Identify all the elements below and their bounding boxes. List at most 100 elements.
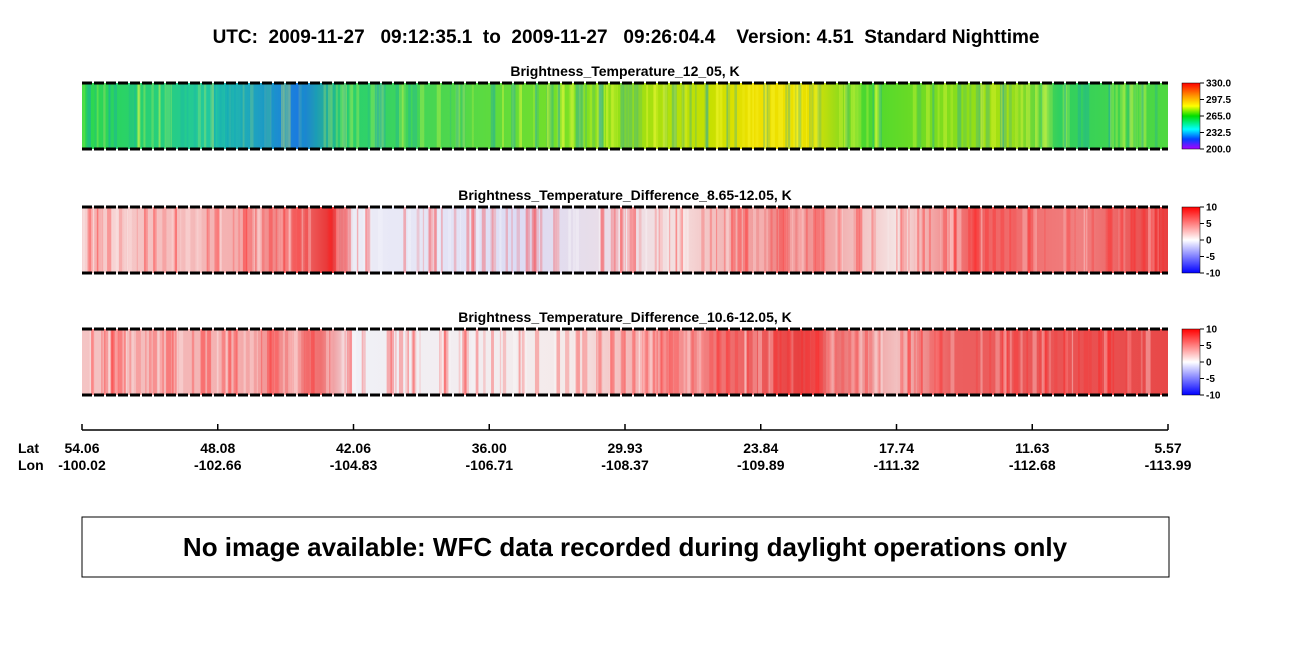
strip-texture xyxy=(455,83,460,149)
strip-texture xyxy=(709,207,712,273)
strip-texture xyxy=(1109,83,1112,149)
strip-texture xyxy=(283,83,289,149)
strip-texture xyxy=(830,329,836,395)
strip-texture xyxy=(578,83,581,149)
strip-texture xyxy=(1025,83,1031,149)
strip-texture xyxy=(813,207,816,273)
lat-label: 48.08 xyxy=(200,440,235,456)
colorbar-tick-label: 297.5 xyxy=(1206,95,1231,106)
strip-texture xyxy=(599,83,604,149)
strip-texture xyxy=(669,329,673,395)
strip-texture xyxy=(634,207,637,273)
strip-texture xyxy=(950,329,955,395)
strip-texture xyxy=(1054,329,1058,395)
strip-texture xyxy=(1104,329,1108,395)
strip-texture xyxy=(165,329,171,395)
strip-texture xyxy=(137,83,140,149)
strip-texture xyxy=(610,329,614,395)
strip-texture xyxy=(490,207,494,273)
strip-texture xyxy=(838,83,843,149)
strip-texture xyxy=(1119,207,1125,273)
strip-texture xyxy=(1098,329,1102,395)
strip-texture xyxy=(949,207,955,273)
strip-texture xyxy=(335,83,338,149)
strip-texture xyxy=(233,83,236,149)
strip-texture xyxy=(344,83,348,149)
strip-texture xyxy=(1122,83,1126,149)
strip-texture xyxy=(699,329,704,395)
lat-label: 17.74 xyxy=(879,440,914,456)
strip-texture xyxy=(511,83,516,149)
message: No image available: WFC data recorded du… xyxy=(183,532,1068,562)
message-box xyxy=(81,516,1170,578)
strip-texture xyxy=(673,329,679,395)
strip-texture xyxy=(600,207,604,273)
strip-texture xyxy=(598,329,603,395)
strip-texture xyxy=(408,83,411,149)
strip-texture xyxy=(725,329,729,395)
strip-texture xyxy=(609,329,612,395)
strip-texture xyxy=(995,329,1000,395)
strip-texture xyxy=(221,329,226,395)
strip-texture xyxy=(366,207,371,273)
strip-texture xyxy=(356,207,359,273)
strip-texture xyxy=(272,83,274,149)
strip-texture xyxy=(186,83,189,149)
strip-texture xyxy=(285,83,291,149)
strip-texture xyxy=(1049,83,1053,149)
strip-texture xyxy=(1033,207,1037,273)
strip-texture xyxy=(133,83,137,149)
strip-texture xyxy=(107,207,112,273)
strip-texture xyxy=(152,329,157,395)
strip-texture xyxy=(763,83,766,149)
strip-texture xyxy=(427,207,433,273)
strip-texture xyxy=(136,207,138,273)
strip-texture xyxy=(545,83,550,149)
lon-label: -112.68 xyxy=(1009,457,1056,473)
strip-texture xyxy=(631,207,636,273)
strip-texture xyxy=(1013,329,1019,395)
strip-texture xyxy=(89,207,92,273)
strip-texture xyxy=(991,83,997,149)
strip-texture xyxy=(662,329,666,395)
strip-texture xyxy=(97,207,99,273)
strip-texture xyxy=(246,207,248,273)
strip-texture xyxy=(845,83,850,149)
strip-texture xyxy=(700,329,704,395)
strip-texture xyxy=(308,207,312,273)
strip-texture xyxy=(638,329,641,395)
strip-texture xyxy=(203,83,207,149)
strip-texture xyxy=(681,83,685,149)
strip-texture xyxy=(1130,207,1136,273)
strip-texture xyxy=(131,329,134,395)
strip-texture xyxy=(787,83,791,149)
strip-texture xyxy=(1092,207,1094,273)
strip-texture xyxy=(827,329,833,395)
strip-texture xyxy=(856,329,860,395)
strip-texture xyxy=(992,207,996,273)
strip-texture xyxy=(1044,207,1046,273)
strip-texture xyxy=(361,329,363,395)
strip-texture xyxy=(195,207,199,273)
strip-texture xyxy=(610,207,613,273)
strip-texture xyxy=(207,329,212,395)
lon-label: -102.66 xyxy=(194,457,242,473)
strip-texture xyxy=(94,83,97,149)
strip-texture xyxy=(492,207,497,273)
strip-texture xyxy=(323,83,326,149)
strip-texture xyxy=(980,329,983,395)
strip-texture xyxy=(334,207,340,273)
strip-texture xyxy=(747,329,749,395)
strip-texture xyxy=(471,83,474,149)
strip-texture xyxy=(880,329,883,395)
strip-texture xyxy=(521,329,526,395)
strip-texture xyxy=(1105,207,1108,273)
strip-texture xyxy=(436,83,440,149)
strip-texture xyxy=(784,207,786,273)
strip-texture xyxy=(558,83,560,149)
strip-texture xyxy=(1078,329,1080,395)
strip-texture xyxy=(603,83,605,149)
strip-texture xyxy=(225,329,228,395)
strip-texture xyxy=(799,207,803,273)
strip-texture xyxy=(1074,207,1076,273)
